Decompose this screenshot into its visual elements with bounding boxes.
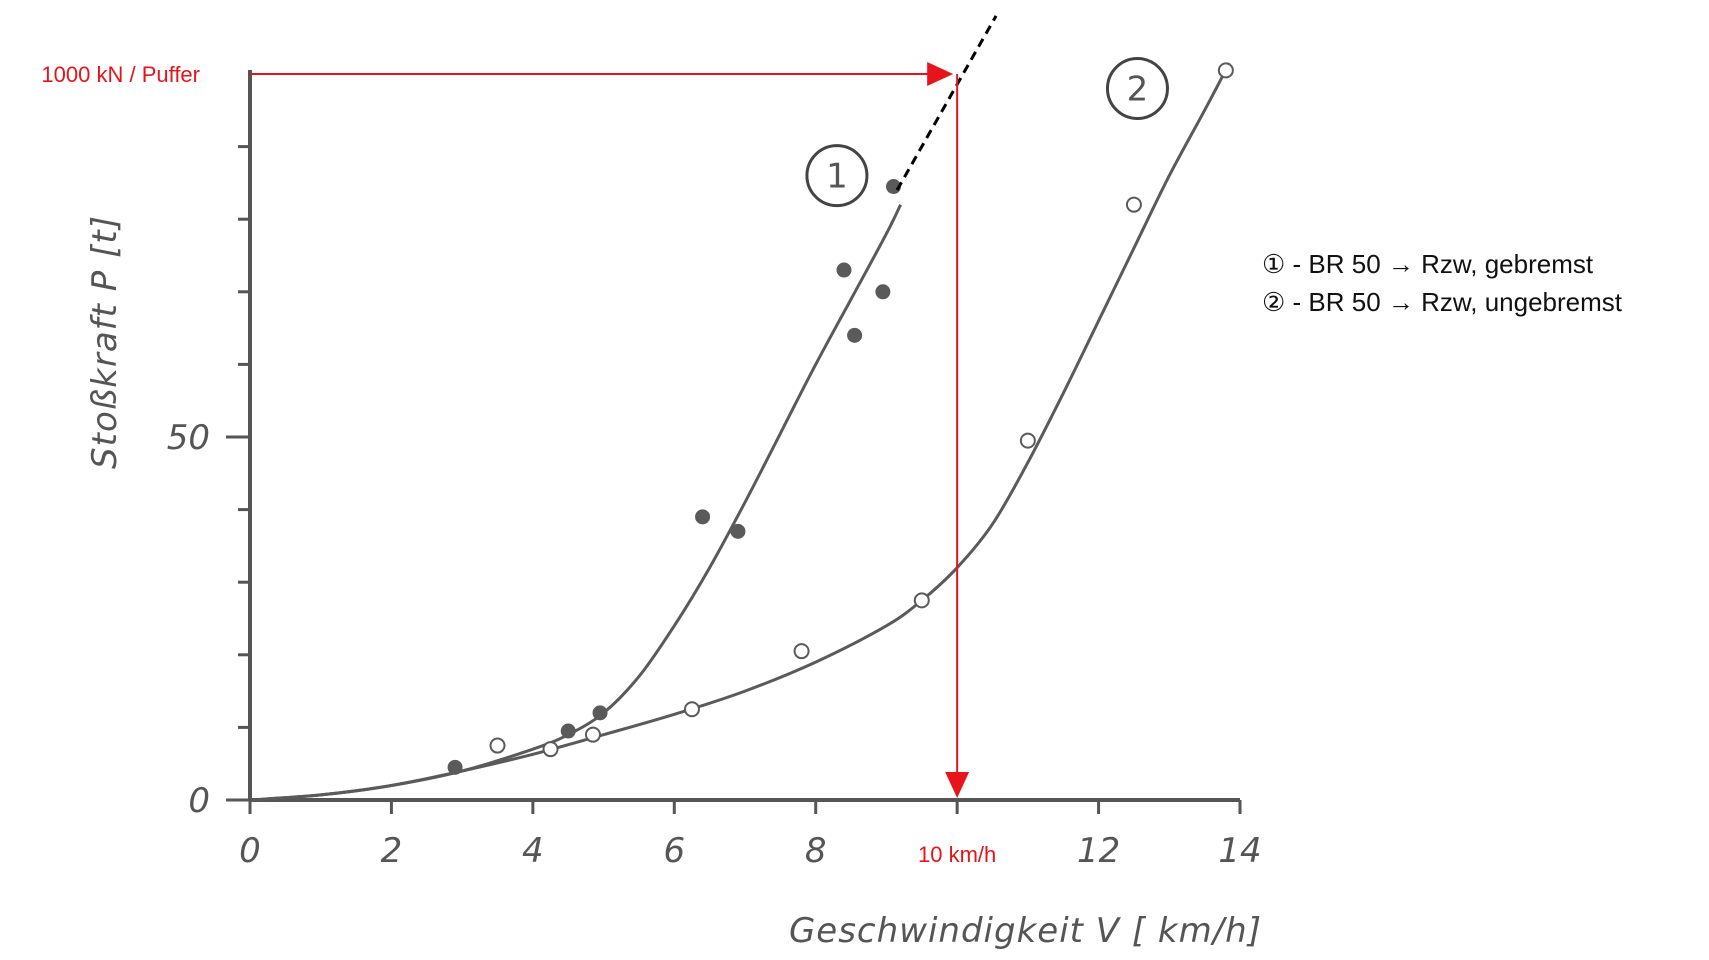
extension-dashed-line — [895, 15, 998, 191]
x-tick-label: 6 — [663, 831, 685, 871]
x-axis-title: Geschwindigkeit V [ km/h] — [789, 911, 1262, 951]
legend-text-1: - BR 50 → Rzw, gebremst — [1285, 249, 1594, 279]
series-marker-label-2: 2 — [1127, 70, 1149, 110]
x-tick-label: 0 — [239, 831, 261, 871]
x-tick-label: 12 — [1077, 831, 1120, 871]
fit-curves — [249, 62, 1231, 802]
data-point-series-2 — [683, 701, 700, 718]
legend-item-1: ① - BR 50 → Rzw, gebremst — [1262, 245, 1622, 283]
fit-curve-1 — [249, 204, 902, 802]
y-tick-label: 50 — [167, 418, 210, 458]
data-point-series-1 — [875, 284, 891, 300]
x-axis-ticks: 0 2 4 6 8 12 14 — [239, 800, 1262, 871]
annotations: 1000 kN / Puffer 10 km/h — [41, 15, 998, 867]
speed-label: 10 km/h — [918, 842, 996, 867]
data-point-series-1 — [847, 327, 863, 343]
fit-curve-2 — [249, 62, 1231, 802]
y-axis-ticks: 0 50 — [167, 145, 250, 821]
data-point-series-2 — [793, 643, 810, 660]
data-point-series-2 — [489, 737, 506, 754]
legend-item-2: ② - BR 50 → Rzw, ungebremst — [1262, 283, 1622, 321]
series-marker-circle-1 — [805, 144, 869, 208]
x-tick-label: 4 — [522, 831, 544, 871]
data-point-series-1 — [836, 262, 852, 278]
data-point-series-1 — [730, 523, 746, 539]
data-point-series-2 — [542, 741, 559, 758]
y-tick-label: 0 — [188, 781, 210, 821]
data-point-series-2 — [913, 592, 930, 609]
series-marker-label-1: 1 — [826, 157, 848, 197]
series-marker-circle-2 — [1105, 57, 1169, 121]
force-label: 1000 kN / Puffer — [41, 62, 200, 87]
x-tick-label: 2 — [381, 831, 403, 871]
data-points — [447, 62, 1234, 775]
legend-text-2: - BR 50 → Rzw, ungebremst — [1285, 287, 1622, 317]
series-markers: 12 — [805, 57, 1169, 208]
legend: ① - BR 50 → Rzw, gebremst ② - BR 50 → Rz… — [1262, 245, 1622, 321]
axes — [248, 70, 1240, 802]
legend-symbol-2: ② — [1262, 287, 1286, 317]
data-point-series-2 — [1019, 432, 1036, 449]
data-point-series-1 — [447, 759, 463, 775]
data-point-series-2 — [1125, 196, 1142, 213]
data-point-series-2 — [584, 726, 601, 743]
y-axis-title: Stoßkraft P [t] — [85, 215, 125, 469]
speed-arrowhead — [945, 772, 970, 798]
data-point-series-1 — [695, 509, 711, 525]
x-tick-label: 14 — [1218, 831, 1261, 871]
legend-symbol-1: ① — [1262, 249, 1286, 279]
force-arrowhead — [927, 62, 954, 86]
data-point-series-2 — [1217, 62, 1234, 79]
data-point-series-1 — [592, 705, 608, 721]
x-tick-label: 8 — [805, 831, 827, 871]
data-point-series-1 — [560, 723, 576, 739]
